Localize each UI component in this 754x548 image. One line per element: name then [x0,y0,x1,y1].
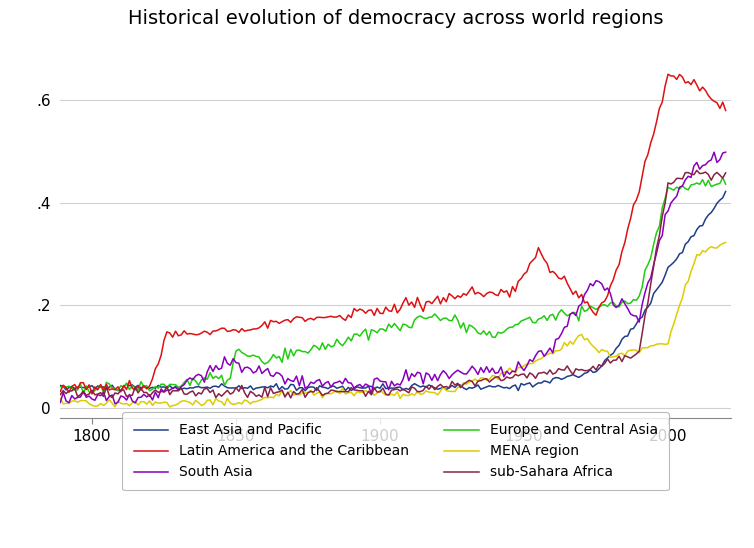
Europe and Central Asia [79,390,88,397]
South Asia [111,401,120,407]
Line: South Asia: South Asia [60,152,725,404]
Europe and Central Asia [719,174,728,181]
Line: Europe and Central Asia: Europe and Central Asia [60,178,725,393]
sub-Sahara Africa [721,169,730,176]
Line: sub-Sahara Africa: sub-Sahara Africa [60,170,725,398]
Europe and Central Asia [266,356,275,362]
South Asia [266,372,275,379]
East Asia and Pacific [228,385,238,391]
Latin America and the Caribbean [113,384,122,390]
sub-Sahara Africa [111,390,120,396]
South Asia [56,399,65,406]
MENA region [231,401,241,407]
MENA region [165,404,174,410]
MENA region [148,402,157,409]
sub-Sahara Africa [228,389,238,396]
Line: MENA region: MENA region [60,242,725,407]
East Asia and Pacific [116,387,125,393]
East Asia and Pacific [301,387,310,394]
East Asia and Pacific [263,385,272,391]
South Asia [231,359,241,366]
Europe and Central Asia [231,347,241,354]
sub-Sahara Africa [706,177,716,184]
sub-Sahara Africa [56,391,65,398]
MENA region [266,394,275,401]
East Asia and Pacific [56,382,65,389]
South Asia [151,389,160,396]
Legend: East Asia and Pacific, Latin America and the Caribbean, South Asia, Europe and C: East Asia and Pacific, Latin America and… [122,412,670,490]
Europe and Central Asia [56,384,65,390]
Latin America and the Caribbean [266,317,275,324]
Latin America and the Caribbean [231,327,241,333]
Europe and Central Asia [151,383,160,390]
Line: East Asia and Pacific: East Asia and Pacific [60,191,725,391]
sub-Sahara Africa [692,167,701,174]
Latin America and the Caribbean [664,71,673,77]
East Asia and Pacific [148,384,157,391]
Title: Historical evolution of democracy across world regions: Historical evolution of democracy across… [128,9,664,28]
Latin America and the Caribbean [151,366,160,372]
East Asia and Pacific [111,386,120,392]
South Asia [119,393,128,400]
Latin America and the Caribbean [706,96,716,102]
MENA region [703,246,713,252]
Latin America and the Caribbean [87,391,97,397]
MENA region [111,403,120,410]
Line: Latin America and the Caribbean: Latin America and the Caribbean [60,74,725,394]
Europe and Central Asia [119,384,128,391]
Europe and Central Asia [113,387,122,393]
sub-Sahara Africa [148,390,157,396]
Latin America and the Caribbean [56,388,65,395]
South Asia [703,158,713,165]
South Asia [113,399,122,406]
MENA region [56,395,65,402]
Latin America and the Caribbean [119,382,128,389]
East Asia and Pacific [703,212,713,218]
MENA region [116,400,125,407]
Latin America and the Caribbean [721,107,730,114]
Europe and Central Asia [721,181,730,187]
South Asia [721,149,730,156]
sub-Sahara Africa [263,393,272,400]
sub-Sahara Africa [287,395,296,401]
East Asia and Pacific [721,188,730,195]
sub-Sahara Africa [116,387,125,394]
Europe and Central Asia [703,177,713,184]
MENA region [721,239,730,246]
